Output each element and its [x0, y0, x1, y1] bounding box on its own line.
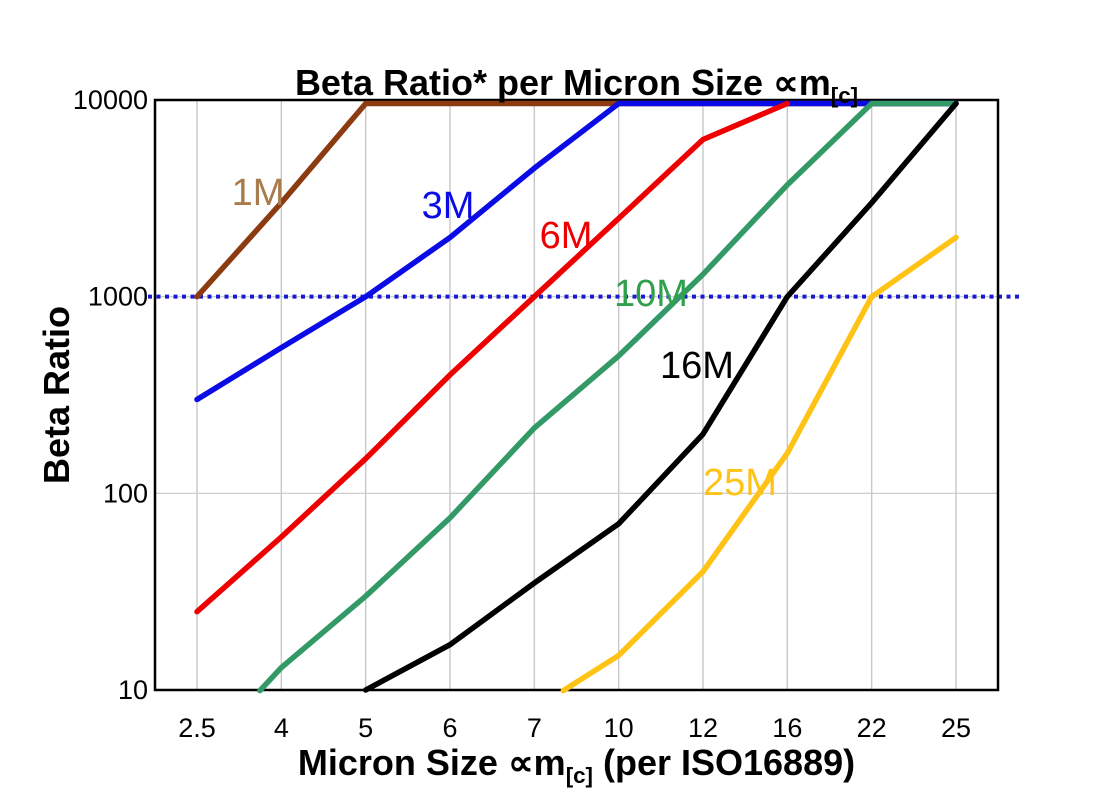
x-axis-tick-16: 16 — [772, 713, 802, 743]
y-axis-tick-1000: 1000 — [88, 282, 148, 312]
x-axis-tick-5: 5 — [358, 713, 373, 743]
series-label-6M: 6M — [540, 215, 593, 257]
y-axis-title: Beta Ratio — [36, 305, 77, 485]
series-line-25M — [560, 234, 959, 694]
x-axis-tick-4: 4 — [274, 713, 289, 743]
x-axis-title-subscript: [c] — [565, 763, 593, 789]
x-axis-title-text: Micron Size ∝m — [297, 742, 566, 783]
x-axis-title: Micron Size ∝m[c] (per ISO16889) — [45, 744, 1108, 788]
series-label-3M: 3M — [422, 185, 475, 227]
series-label-16M: 16M — [660, 345, 734, 387]
chart-title: Beta Ratio* per Micron Size ∝m[c] — [45, 64, 1108, 108]
y-axis-tick-10: 10 — [118, 675, 148, 705]
series-line-3M — [194, 100, 959, 403]
x-axis-tick-7: 7 — [527, 713, 542, 743]
x-axis-tick-12: 12 — [688, 713, 718, 743]
x-axis-tick-25: 25 — [941, 713, 971, 743]
x-axis-tick-22: 22 — [857, 713, 887, 743]
series-line-6M — [194, 100, 791, 615]
x-axis-tick-10: 10 — [604, 713, 634, 743]
series-line-16M — [362, 100, 959, 693]
x-axis-tick-2.5: 2.5 — [178, 713, 216, 743]
y-axis-tick-10000: 10000 — [73, 85, 148, 115]
chart-title-text: Beta Ratio* per Micron Size ∝m — [294, 62, 831, 103]
plot-border — [153, 98, 1000, 692]
series-label-1M: 1M — [232, 172, 285, 214]
series-label-25M: 25M — [703, 462, 777, 504]
x-axis-title-tail: (per ISO16889) — [592, 742, 856, 783]
series-label-10M: 10M — [614, 273, 688, 315]
x-axis-tick-6: 6 — [442, 713, 457, 743]
y-axis-tick-100: 100 — [103, 478, 148, 508]
series-line-10M — [257, 100, 959, 694]
chart-title-subscript: [c] — [830, 83, 859, 109]
